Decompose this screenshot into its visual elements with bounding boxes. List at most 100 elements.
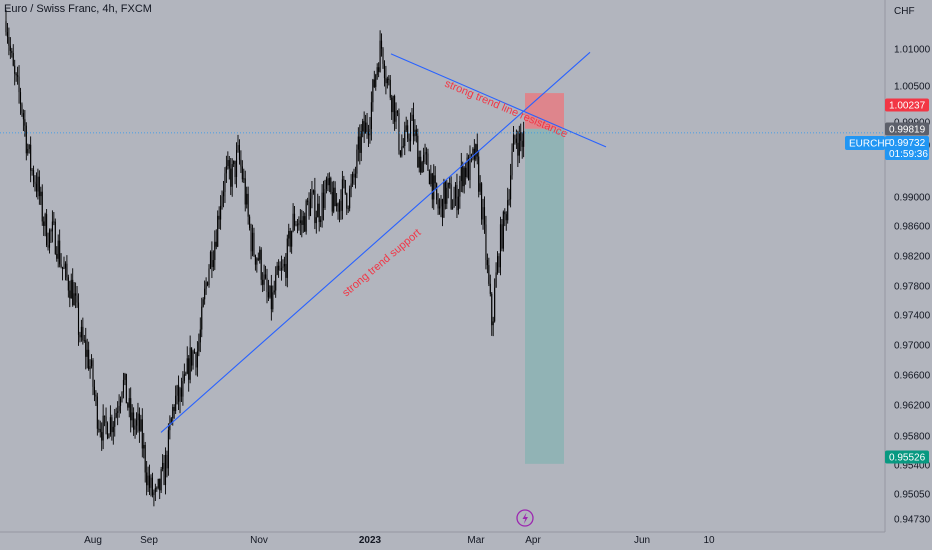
candle-body [327,178,329,186]
candle-body [311,192,313,199]
candle-body [11,50,13,53]
candle-body [398,113,400,151]
candle-body [359,136,361,153]
candle-body [178,385,180,402]
candle-body [115,412,117,418]
candle-body [452,207,454,209]
candle-body [315,217,317,224]
candle-body [381,40,383,49]
candle-body [437,199,439,209]
candle-body [27,148,29,154]
candle-body [179,388,181,402]
candle-body [439,206,441,209]
countdown-text: 01:59:36 [889,149,928,160]
lightning-bolt-icon[interactable] [516,509,534,527]
candle-body [511,151,513,176]
candle-body [70,279,72,299]
trend-support-line[interactable] [160,51,591,433]
candle-body [118,405,120,412]
candle-body [514,135,516,139]
candle-body [202,299,204,307]
y-tick-label: 0.94730 [894,515,931,526]
candle-body [450,184,452,209]
take-profit-zone[interactable] [525,128,564,464]
candle-body [228,160,230,169]
x-tick-label: Nov [250,535,268,546]
candle-body [498,256,500,268]
mark-price-tag-bg [885,122,929,136]
candle-body [9,45,11,51]
candle-body [259,249,261,260]
candle-body [237,145,239,151]
candle-body [79,334,81,338]
candle-body [307,200,309,202]
candle-body [269,285,271,298]
candle-body [243,178,245,180]
x-tick-label: Apr [525,535,541,546]
candle-body [208,268,210,286]
stop-loss-zone[interactable] [525,93,564,129]
y-tick-label: 0.96200 [894,401,931,412]
candle-body [14,65,16,74]
position-zones[interactable] [525,93,564,464]
candle-body [449,182,451,185]
candle-body [6,32,8,38]
mark-price-tag-text: 0.99819 [889,125,926,136]
candle-body [352,173,354,184]
candle-body [19,92,22,105]
candle-body [238,145,240,160]
candle-body [176,385,178,396]
candle-body [214,241,216,261]
candle-body [41,191,43,222]
y-tick-label: 0.98200 [894,252,931,263]
candle-body [146,472,148,486]
candle-body [441,199,443,218]
candle-body [330,177,332,193]
candle-body [486,259,488,266]
candle-body [298,223,300,226]
candle-body [86,349,88,357]
candle-body [383,63,385,79]
candle-body [151,477,153,496]
candle-body [492,321,494,326]
candle-body [399,150,401,156]
trend-resistance-line[interactable] [390,53,607,148]
candle-body [38,176,40,197]
candle-body [117,411,119,413]
currency-label: CHF [894,6,915,17]
candle-body [175,395,177,411]
candle-body [365,122,367,134]
candle-body [476,144,478,157]
stop-price-tag-bg [885,98,929,112]
stop-price-tag: 1.00237 [885,98,929,112]
candle-body [411,114,413,121]
x-tick-label: Mar [467,535,485,546]
candle-body [215,241,217,247]
candles [5,9,525,507]
candle-body [170,418,172,425]
candle-body [338,200,341,212]
candle-body [227,160,229,166]
candle-body [240,159,242,167]
candle-body [30,144,32,171]
candle-body [48,230,51,248]
candle-body [137,413,139,421]
candle-body [112,426,114,433]
candle-body [121,392,123,400]
candle-body [96,396,98,429]
candle-body [395,110,397,122]
candle-body [188,358,190,380]
candle-body [443,181,445,218]
candle-body [478,156,480,192]
candle-body [431,173,433,200]
candle-body [301,220,303,225]
candle-body [468,157,470,180]
candle-body [47,245,49,248]
candle-body [475,144,477,160]
candle-body [130,398,132,421]
candle-body [73,293,75,306]
candle-body [183,374,185,382]
